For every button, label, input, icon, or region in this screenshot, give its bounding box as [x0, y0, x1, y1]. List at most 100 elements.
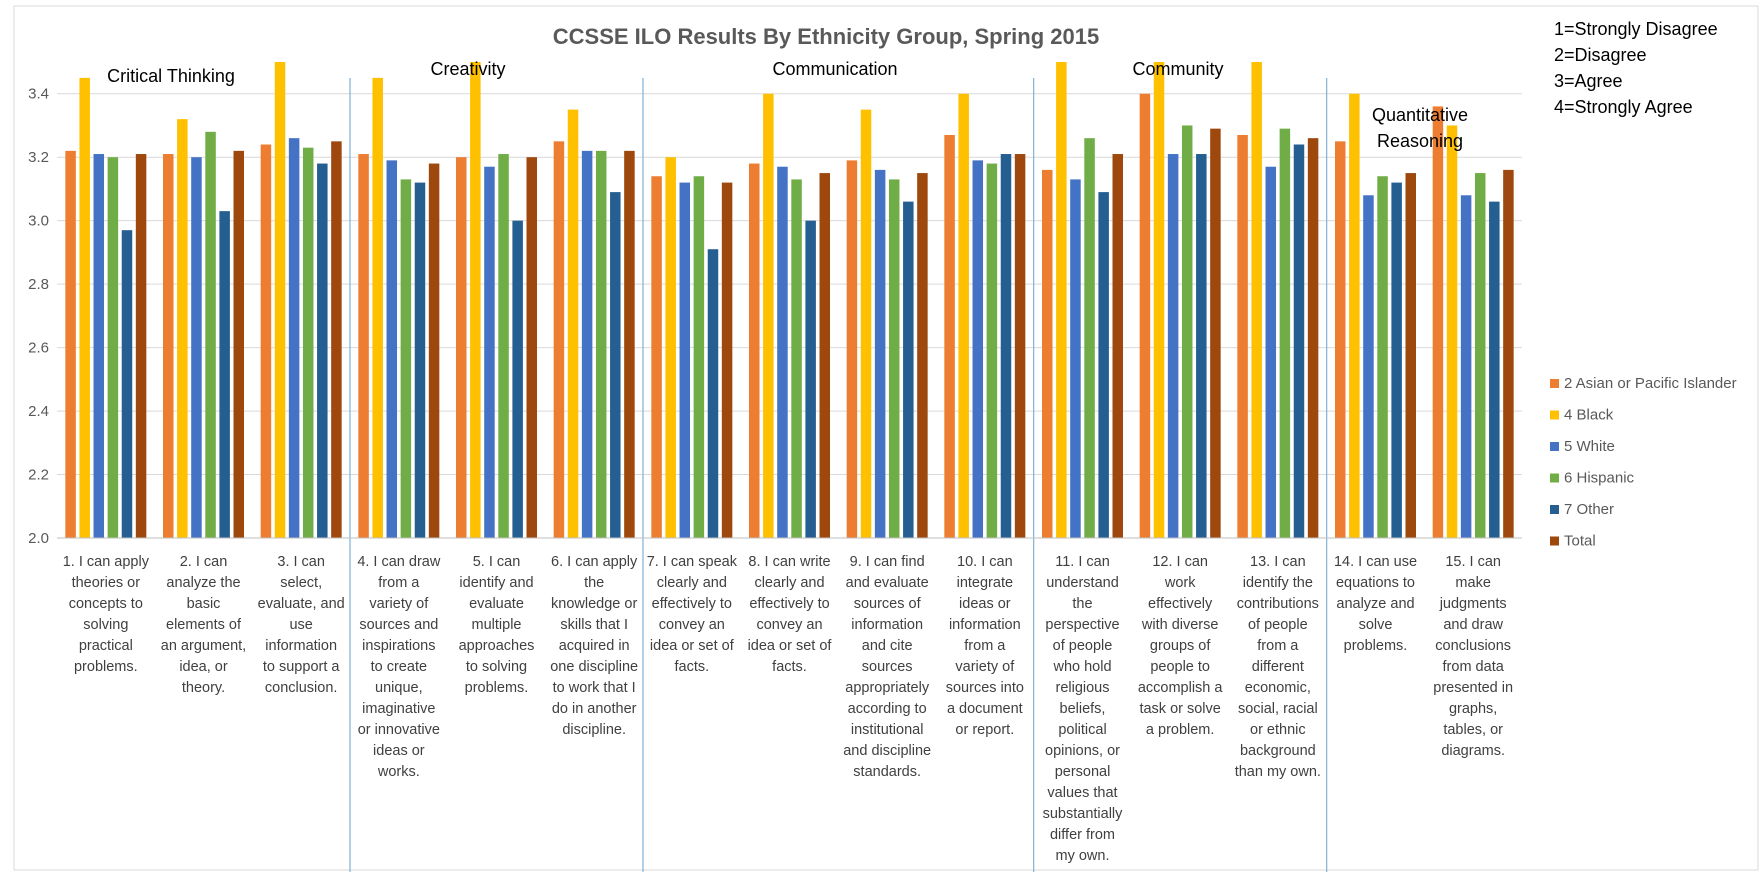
bar	[1251, 62, 1262, 538]
category-label-line: information	[265, 638, 337, 654]
category-label-line: my own.	[1056, 848, 1110, 864]
category-label-line: to support a	[263, 659, 341, 675]
bar	[428, 163, 440, 538]
category-label-line: convey an	[659, 617, 725, 633]
bar	[693, 176, 705, 539]
bar	[1167, 154, 1179, 538]
category-label-line: social, racial	[1238, 701, 1318, 717]
category-label-line: analyze and	[1336, 596, 1414, 612]
bar	[177, 119, 188, 539]
category-label: 4. I can draw from a variety of sources and…	[357, 554, 441, 780]
category-label: 6. I can apply the knowledge or skills that…	[550, 554, 638, 738]
category-label-line: or report.	[955, 722, 1014, 738]
bar	[986, 163, 998, 538]
category-label-line: the	[584, 575, 604, 591]
y-axis: 2.0 2.2 2.4 2.6 2.8 3.0 3.2 3.4	[28, 86, 49, 547]
legend-swatch	[1550, 410, 1559, 420]
category-label: 11. I can understand the perspective of peop…	[1043, 554, 1124, 864]
bar	[707, 249, 719, 538]
group-label-line: Critical Thinking	[107, 66, 235, 86]
category-label-line: people to	[1150, 659, 1210, 675]
category-label-line: different	[1252, 659, 1304, 675]
bar	[1307, 138, 1319, 538]
bar	[470, 62, 481, 538]
bar	[414, 182, 426, 538]
category-label-line: sources and	[359, 617, 438, 633]
category-label-line: and draw	[1443, 617, 1503, 633]
bar	[749, 163, 760, 538]
category-label: 3. I can select, evaluate, and use informati…	[258, 554, 345, 696]
category-label: 5. I can identify and evaluate multiple appr…	[459, 554, 535, 696]
legend-label: 4 Black	[1564, 407, 1614, 424]
bar	[1014, 154, 1026, 538]
group-label-line: Quantitative	[1372, 105, 1468, 125]
scale-note: 4=Strongly Agree	[1554, 97, 1693, 117]
category-label-line: opinions, or	[1045, 743, 1120, 759]
bar	[1377, 176, 1388, 539]
category-label: 15. I can make judgments and draw conclusion…	[1433, 554, 1513, 759]
bar	[651, 176, 662, 539]
legend-swatch	[1550, 473, 1559, 483]
category-label-line: idea or set of	[748, 638, 833, 654]
chart-title: CCSSE ILO Results By Ethnicity Group, Sp…	[553, 24, 1099, 49]
category-label-line: 3. I can	[277, 554, 325, 570]
scale-notes: 1=Strongly Disagree 2=Disagree 3=Agree 4=St…	[1554, 19, 1718, 117]
bar	[846, 160, 858, 538]
category-label: 2. I can analyze the basic elements of an ar…	[161, 554, 246, 696]
category-label-line: perspective	[1045, 617, 1119, 633]
category-label-line: sources of	[854, 596, 922, 612]
category-label-line: 14. I can use	[1334, 554, 1417, 570]
y-tick-label: 2.6	[28, 340, 49, 357]
category-label-line: clearly and	[754, 575, 824, 591]
bar	[860, 109, 872, 538]
category-label-line: effectively to	[652, 596, 732, 612]
bar	[903, 201, 914, 539]
bar	[456, 157, 467, 538]
category-label-line: knowledge or	[551, 596, 637, 612]
bar	[331, 141, 342, 539]
bar	[1210, 128, 1221, 538]
bar	[1391, 182, 1402, 538]
category-label-line: from a	[1257, 638, 1299, 654]
category-label-line: than my own.	[1235, 764, 1321, 780]
category-label-line: 1. I can apply	[63, 554, 150, 570]
category-label-line: evaluate, and	[258, 596, 345, 612]
group-labels: Critical Thinking Creativity Communication…	[107, 59, 1468, 151]
category-label-line: differ from	[1050, 827, 1115, 843]
bar	[484, 166, 495, 538]
category-label-line: effectively to	[749, 596, 829, 612]
category-label-line: basic	[187, 596, 221, 612]
bar	[679, 182, 691, 538]
legend-swatch	[1550, 442, 1559, 451]
category-label-line: 4. I can draw	[357, 554, 441, 570]
category-label-line: institutional	[851, 722, 924, 738]
bar	[624, 150, 635, 538]
category-label-line: appropriately	[845, 680, 930, 696]
category-label: 9. I can find and evaluate sources of infor…	[843, 554, 931, 780]
bar	[888, 179, 900, 538]
category-label-line: a document	[947, 701, 1023, 717]
category-label-line: idea or set of	[650, 638, 735, 654]
category-label: 10. I can integrate ideas or information fro…	[946, 554, 1024, 738]
bar	[1474, 173, 1486, 539]
category-label-line: task or solve	[1139, 701, 1220, 717]
category-label-line: an argument,	[161, 638, 246, 654]
bar	[205, 131, 216, 538]
category-label-line: background	[1240, 743, 1316, 759]
bar	[302, 147, 314, 538]
category-label: 12. I can work effectively with diverse grou…	[1138, 554, 1224, 738]
bar	[79, 77, 90, 538]
category-label-line: idea, or	[179, 659, 228, 675]
category-label-line: substantially	[1043, 806, 1124, 822]
category-label-line: understand	[1046, 575, 1119, 591]
category-label-line: the	[1072, 596, 1092, 612]
y-tick-label: 3.4	[28, 86, 49, 103]
category-label-line: skills that I	[560, 617, 628, 633]
category-label-line: sources into	[946, 680, 1024, 696]
group-label-line: Creativity	[430, 59, 505, 79]
category-label-line: accomplish a	[1138, 680, 1224, 696]
category-label-line: equations to	[1336, 575, 1415, 591]
bar	[498, 154, 509, 538]
bar	[1335, 141, 1346, 539]
